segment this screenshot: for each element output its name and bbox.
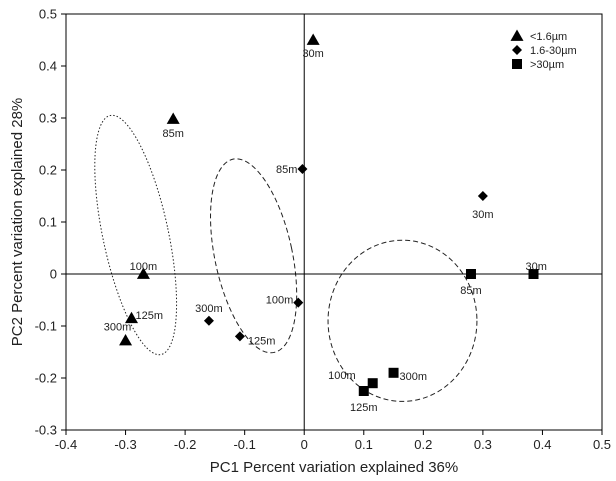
data-point-diamond [234, 331, 245, 342]
point-label: 300m [400, 371, 428, 383]
x-tick-label: -0.4 [55, 437, 77, 452]
y-tick-label: 0.3 [39, 111, 57, 126]
data-point-triangle [166, 112, 180, 124]
y-tick-label: 0 [50, 267, 57, 282]
point-label: 30m [302, 48, 323, 60]
y-tick-label: 0.4 [39, 59, 57, 74]
point-label: 125m [248, 335, 276, 347]
data-point-triangle [125, 311, 139, 324]
data-point-diamond [297, 163, 308, 174]
x-axis-title: PC1 Percent variation explained 36% [210, 459, 458, 476]
point-label: 85m [460, 285, 481, 297]
plot-frame [65, 13, 603, 431]
data-point-triangle [136, 267, 150, 279]
point-label: 300m [195, 303, 223, 315]
legend-marker-diamond [512, 45, 522, 55]
tick-labels: -0.4 -0.3 -0.2 -0.1 0 0.1 0.2 0.3 0.4 0.5-0.3-0.2… [35, 7, 611, 453]
data-point-diamond [293, 297, 304, 308]
legend-marker-square [512, 59, 522, 69]
point-label: 100m [266, 295, 294, 307]
data-point-square [388, 367, 399, 378]
cluster-ellipses [94, 114, 478, 402]
data-point-square [465, 269, 476, 279]
x-tick-label: 0.4 [533, 437, 551, 452]
y-tick-label: 0.2 [39, 163, 57, 178]
point-label: 85m [162, 128, 183, 140]
data-point-diamond [203, 315, 214, 326]
point-label: 85m [276, 164, 297, 176]
cluster-ellipse [327, 239, 478, 402]
legend-label: >30µm [530, 59, 564, 71]
y-tick-label: -0.3 [35, 423, 57, 438]
point-label: 300m [104, 322, 132, 334]
y-tick-label: 0.1 [39, 215, 57, 230]
point-label: 30m [472, 209, 493, 221]
legend-label: <1.6µm [530, 31, 567, 43]
data-point-square [367, 378, 378, 389]
legend-marker-triangle [510, 29, 524, 41]
data-points [119, 33, 539, 396]
data-point-triangle [306, 33, 320, 45]
data-point-diamond [477, 191, 488, 201]
x-tick-label: 0.5 [593, 437, 611, 452]
data-point-square [528, 269, 539, 279]
x-tick-label: -0.1 [233, 437, 255, 452]
x-tick-label: 0.1 [355, 437, 373, 452]
point-label: 100m [130, 261, 158, 273]
point-label: 100m [328, 370, 356, 382]
axes [65, 13, 603, 431]
x-tick-label: -0.2 [174, 437, 196, 452]
y-axis-title: PC2 Percent variation explained 28% [9, 98, 26, 346]
data-point-square [358, 386, 369, 396]
legend: <1.6µm 1.6-30µm >30µm [510, 29, 577, 71]
point-label: 125m [350, 402, 378, 414]
y-tick-label: 0.5 [39, 7, 57, 22]
point-label: 30m [526, 261, 547, 273]
y-tick-label: -0.1 [35, 319, 57, 334]
cluster-ellipse [94, 114, 178, 356]
legend-label: 1.6-30µm [530, 45, 577, 57]
cluster-ellipse [210, 158, 298, 354]
y-tick-label: -0.2 [35, 371, 57, 386]
x-tick-label: 0.3 [474, 437, 492, 452]
x-tick-label: -0.3 [114, 437, 136, 452]
x-tick-label: 0 [301, 437, 308, 452]
data-point-triangle [119, 334, 133, 346]
x-tick-label: 0.2 [414, 437, 432, 452]
point-labels: 30m 85m 100m 125m 300m 30m 85m 100m 125m 300m 30m 8… [104, 48, 547, 414]
point-label: 125m [136, 310, 164, 322]
